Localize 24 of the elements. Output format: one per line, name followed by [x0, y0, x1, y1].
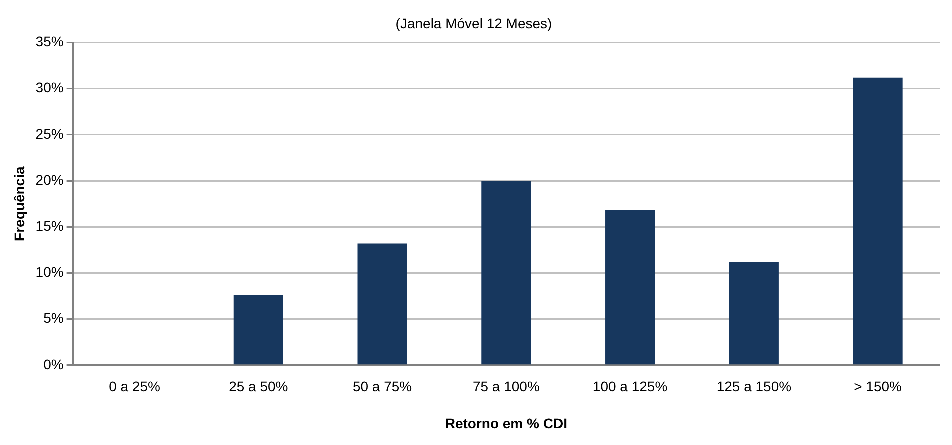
x-tick-label: > 150%	[854, 378, 902, 395]
y-axis-title: Frequência	[11, 166, 28, 242]
y-tick-label: 25%	[36, 126, 64, 142]
x-axis-title: Retorno em % CDI	[445, 415, 568, 432]
x-tick-label: 25 a 50%	[229, 378, 288, 395]
chart-subtitle: (Janela Móvel 12 Meses)	[396, 15, 552, 32]
y-tick-label: 10%	[36, 264, 64, 280]
y-tick-label: 20%	[36, 172, 64, 188]
bar	[729, 262, 779, 365]
x-tick-label: 75 a 100%	[472, 378, 540, 395]
bar	[482, 181, 532, 365]
bar	[853, 78, 903, 365]
bar	[358, 244, 408, 365]
x-tick-label: 125 a 150%	[716, 378, 792, 395]
y-tick-label: 15%	[36, 218, 64, 234]
y-tick-label: 30%	[36, 80, 64, 96]
x-tick-label: 100 a 125%	[592, 378, 668, 395]
bar	[606, 210, 656, 365]
bar	[234, 295, 284, 365]
y-tick-label: 0%	[44, 356, 64, 372]
x-tick-label: 0 a 25%	[109, 378, 160, 395]
y-tick-label: 35%	[36, 34, 64, 50]
x-tick-label: 50 a 75%	[352, 378, 412, 395]
y-tick-label: 5%	[44, 310, 64, 326]
